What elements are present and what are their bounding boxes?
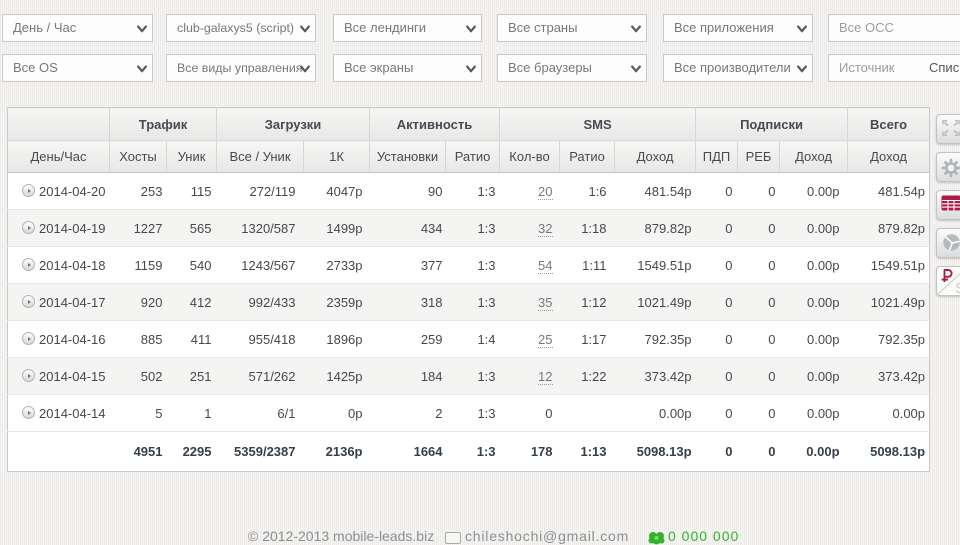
svg-text:S: S (955, 280, 960, 295)
